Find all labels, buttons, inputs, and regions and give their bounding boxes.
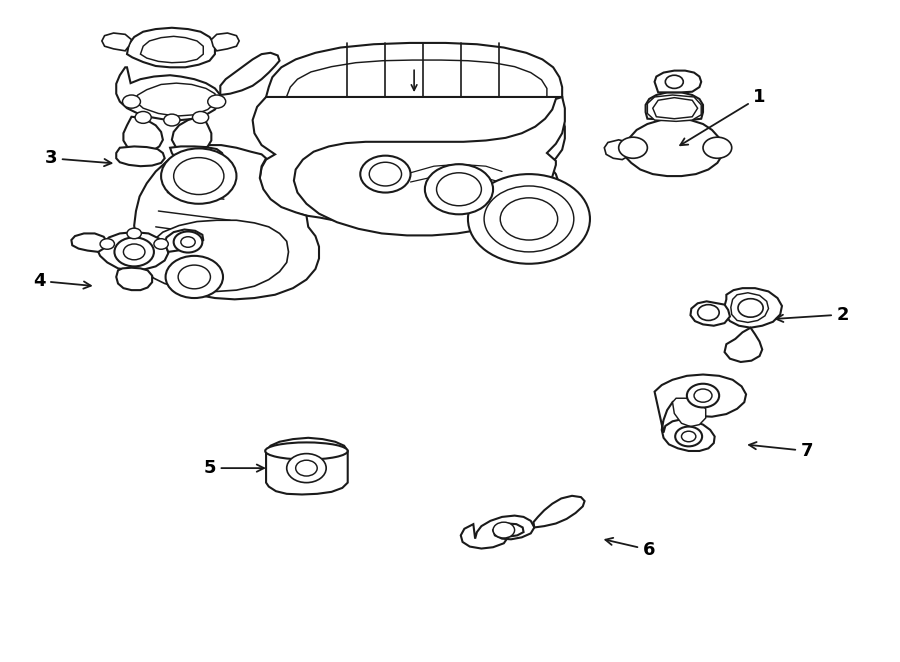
Circle shape xyxy=(698,305,719,320)
Circle shape xyxy=(208,95,226,108)
Text: 2: 2 xyxy=(776,306,850,324)
Text: 5: 5 xyxy=(203,459,264,477)
Polygon shape xyxy=(622,118,723,176)
Circle shape xyxy=(675,426,702,446)
Polygon shape xyxy=(654,375,746,451)
Circle shape xyxy=(360,156,410,193)
Polygon shape xyxy=(731,293,769,322)
Polygon shape xyxy=(690,301,730,326)
Circle shape xyxy=(687,384,719,408)
Polygon shape xyxy=(724,328,762,362)
Circle shape xyxy=(166,256,223,298)
Circle shape xyxy=(135,111,151,123)
Circle shape xyxy=(425,164,493,214)
Polygon shape xyxy=(645,93,703,120)
Polygon shape xyxy=(134,83,217,116)
Circle shape xyxy=(665,75,683,89)
Circle shape xyxy=(114,238,154,266)
Circle shape xyxy=(436,173,482,206)
Circle shape xyxy=(738,299,763,317)
Polygon shape xyxy=(652,97,698,118)
Polygon shape xyxy=(116,68,220,120)
Text: 4: 4 xyxy=(32,272,91,290)
Circle shape xyxy=(484,186,574,252)
Text: 7: 7 xyxy=(749,442,814,460)
Circle shape xyxy=(161,148,237,204)
Text: 3: 3 xyxy=(44,150,112,167)
Circle shape xyxy=(122,95,140,108)
Circle shape xyxy=(178,265,211,289)
Text: 1: 1 xyxy=(680,88,766,145)
Polygon shape xyxy=(724,288,782,328)
Circle shape xyxy=(174,158,224,195)
Polygon shape xyxy=(647,95,701,121)
Circle shape xyxy=(287,453,326,483)
Circle shape xyxy=(369,162,401,186)
Circle shape xyxy=(174,232,203,252)
Polygon shape xyxy=(287,60,547,118)
Circle shape xyxy=(127,228,141,239)
Circle shape xyxy=(296,460,317,476)
Polygon shape xyxy=(143,220,289,291)
Polygon shape xyxy=(140,36,203,63)
Text: 6: 6 xyxy=(606,538,655,559)
Polygon shape xyxy=(294,97,565,236)
Polygon shape xyxy=(672,399,706,426)
Polygon shape xyxy=(127,28,215,68)
Polygon shape xyxy=(461,516,535,549)
Circle shape xyxy=(181,237,195,248)
Circle shape xyxy=(100,239,114,250)
Polygon shape xyxy=(266,43,562,125)
Polygon shape xyxy=(266,438,347,495)
Circle shape xyxy=(493,522,515,538)
Polygon shape xyxy=(220,53,280,95)
Polygon shape xyxy=(116,267,152,290)
Circle shape xyxy=(468,174,590,263)
Polygon shape xyxy=(123,117,163,152)
Polygon shape xyxy=(654,71,701,93)
Circle shape xyxy=(703,137,732,158)
Polygon shape xyxy=(102,33,131,51)
Polygon shape xyxy=(116,146,165,166)
Polygon shape xyxy=(170,146,224,166)
Circle shape xyxy=(154,239,168,250)
Polygon shape xyxy=(212,33,239,51)
Circle shape xyxy=(123,244,145,260)
Polygon shape xyxy=(604,140,634,160)
Circle shape xyxy=(694,389,712,402)
Polygon shape xyxy=(253,97,565,231)
Circle shape xyxy=(618,137,647,158)
Polygon shape xyxy=(134,145,319,299)
Circle shape xyxy=(500,198,558,240)
Polygon shape xyxy=(165,230,203,252)
Circle shape xyxy=(164,114,180,126)
Ellipse shape xyxy=(266,442,347,459)
Polygon shape xyxy=(98,232,168,270)
Circle shape xyxy=(193,111,209,123)
Polygon shape xyxy=(71,234,107,252)
Polygon shape xyxy=(172,117,212,152)
Circle shape xyxy=(681,431,696,442)
Polygon shape xyxy=(534,496,585,528)
